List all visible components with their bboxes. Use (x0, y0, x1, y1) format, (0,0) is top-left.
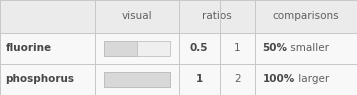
Text: visual: visual (121, 11, 152, 21)
Text: smaller: smaller (287, 43, 330, 53)
Text: phosphorus: phosphorus (5, 74, 74, 84)
Bar (0, 64, 357, 95)
Text: 0.5: 0.5 (190, 43, 208, 53)
Text: 1: 1 (234, 43, 241, 53)
Text: fluorine: fluorine (5, 43, 51, 53)
Text: comparisons: comparisons (273, 11, 340, 21)
Text: 50%: 50% (262, 43, 287, 53)
Bar (104, 41, 136, 56)
Text: ratios: ratios (202, 11, 232, 21)
Bar (0, 33, 357, 64)
Bar (104, 72, 170, 87)
Text: 1: 1 (195, 74, 203, 84)
Bar (104, 41, 170, 56)
Text: larger: larger (295, 74, 329, 84)
Bar (0, 0, 357, 33)
Text: 100%: 100% (262, 74, 295, 84)
Bar (104, 72, 170, 87)
Text: 2: 2 (234, 74, 241, 84)
